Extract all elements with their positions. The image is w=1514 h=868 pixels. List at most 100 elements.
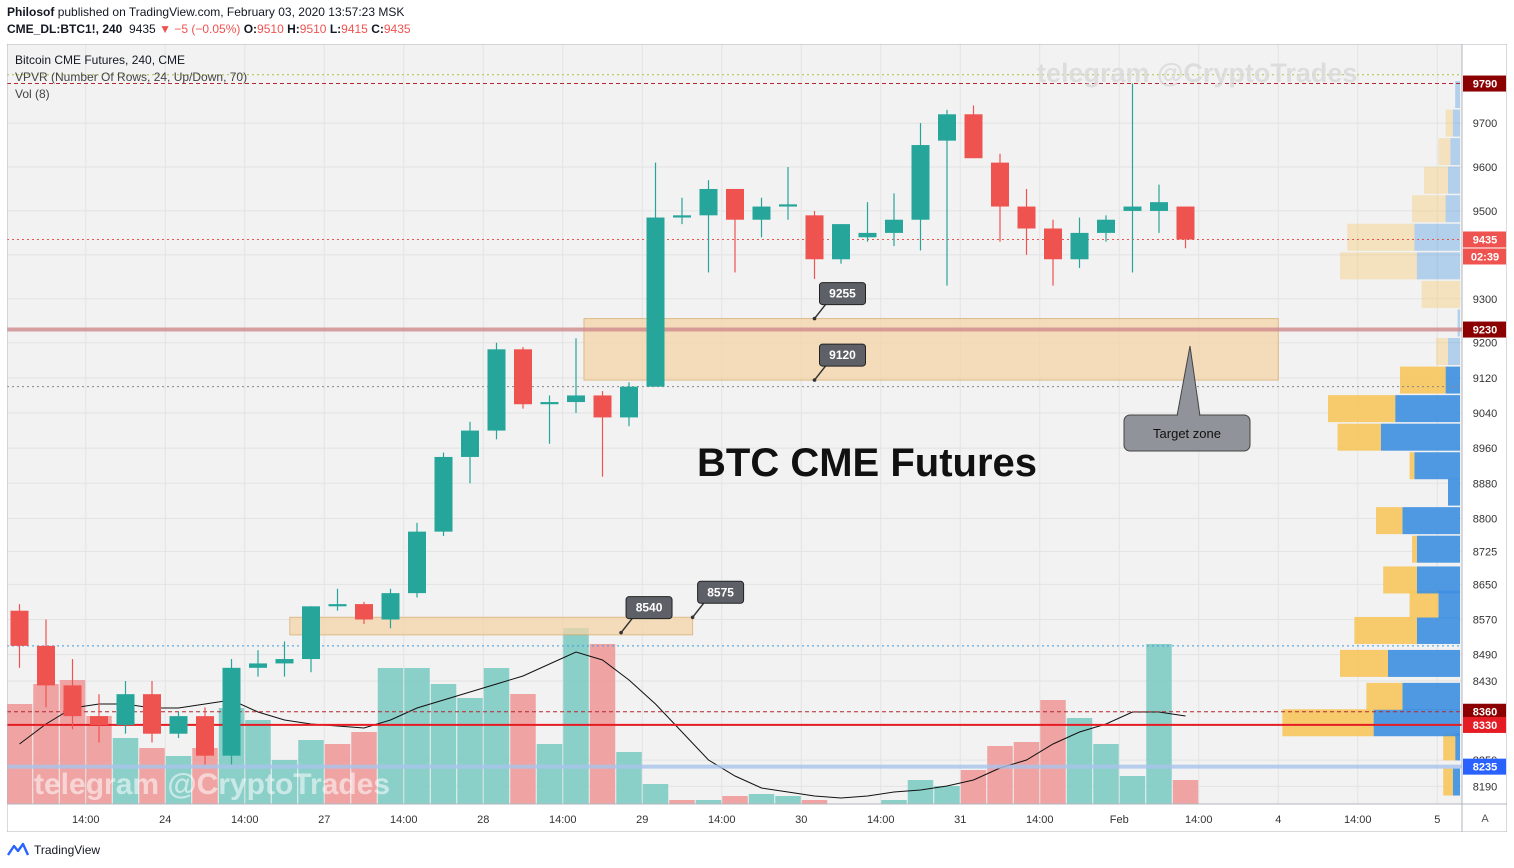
price-tick-label: 9300: [1473, 294, 1497, 306]
price-tick-label: 9700: [1473, 118, 1497, 130]
candle-body: [620, 386, 638, 418]
author-name[interactable]: Philosof: [7, 5, 55, 19]
volume-bar: [907, 780, 934, 804]
vpvr-bar-up: [1328, 395, 1396, 423]
time-tick-label: 14:00: [1344, 814, 1372, 826]
low-label: L:: [329, 22, 342, 36]
candle-body: [302, 606, 320, 660]
volume-bar: [430, 684, 457, 804]
volume-bar: [510, 694, 536, 804]
target-zone-note[interactable]: Target zone: [1123, 345, 1251, 452]
candle-body: [1070, 232, 1089, 260]
vpvr-bar-down: [1452, 768, 1460, 796]
legend-vpvr[interactable]: VPVR (Number Of Rows, 24, Up/Down, 70): [15, 70, 247, 84]
vpvr-bar-down: [1416, 616, 1460, 644]
volume-bar: [483, 668, 510, 804]
candle-body: [911, 145, 930, 220]
price-tick-label: 8960: [1473, 443, 1497, 455]
vpvr-bar-up: [1443, 733, 1456, 761]
open-value: 9510: [257, 22, 284, 36]
time-tick-label: 14:00: [867, 814, 895, 826]
candle-body: [540, 402, 559, 405]
callout-pointer: [692, 602, 705, 618]
price-tick-label: 8880: [1473, 478, 1497, 490]
candle-body: [461, 430, 479, 457]
vpvr-bar-down: [1395, 395, 1460, 423]
time-tick-label: 14:00: [390, 814, 418, 826]
vpvr-bar-down: [1388, 649, 1460, 677]
low-value: 9415: [341, 22, 368, 36]
time-tick-label: 27: [318, 814, 330, 826]
candle-body: [37, 645, 55, 686]
volume-bar: [245, 720, 271, 804]
time-tick-label: 14:00: [72, 814, 100, 826]
zone-box: [289, 616, 694, 636]
candle-body: [699, 188, 718, 216]
callout-box: [819, 282, 866, 306]
vpvr-bar-up: [1409, 590, 1439, 618]
price-tag-bg: [1463, 321, 1506, 338]
volume-bar: [960, 770, 987, 804]
candle-body: [779, 204, 797, 207]
price-axis[interactable]: 8190825083308430849085708650872588008880…: [1473, 118, 1497, 793]
vpvr-bar-up: [1412, 535, 1417, 563]
vpvr-bar-down: [1457, 309, 1460, 337]
vpvr-bar-up: [1337, 423, 1381, 451]
candle-body: [858, 232, 877, 238]
vpvr-bar-down: [1455, 81, 1460, 109]
candle-body: [673, 215, 691, 218]
down-arrow-icon: ▼: [159, 22, 171, 36]
candle-body: [646, 217, 665, 387]
time-tick-label: 14:00: [549, 814, 577, 826]
symbol-label: CME_DL:BTC1!, 240: [7, 22, 123, 36]
price-tick-label: 8570: [1473, 614, 1497, 626]
time-tick-label: Feb: [1110, 814, 1129, 826]
volume-bar: [536, 744, 563, 804]
candle-body: [275, 659, 294, 664]
vpvr-bar-up: [1445, 109, 1453, 137]
candle-body: [434, 456, 453, 532]
candle-body: [169, 716, 188, 734]
legend-series[interactable]: Bitcoin CME Futures, 240, CME: [15, 53, 185, 67]
watermark-top: telegram @CryptoTrades: [1037, 58, 1357, 88]
volume-ma-line: [19, 651, 1186, 799]
high-value: 9510: [299, 22, 327, 36]
publish-info: Philosof published on TradingView.com, F…: [7, 4, 1507, 21]
price-tick-label: 8190: [1473, 781, 1497, 793]
legend-volume[interactable]: Vol (8): [15, 87, 50, 101]
price-tick-label: 9200: [1473, 338, 1497, 350]
brand-name[interactable]: TradingView: [34, 843, 101, 857]
price-change: −5 (−0.05%): [174, 22, 241, 36]
callout-label: 9120: [829, 348, 856, 362]
open-label: O:: [243, 22, 258, 36]
candle-body: [885, 219, 903, 233]
candle-body: [63, 685, 82, 717]
countdown-tag-bg: [1463, 248, 1506, 265]
callout-box: [819, 343, 866, 367]
candle-body: [938, 114, 956, 141]
callout-box: [697, 580, 745, 604]
vpvr-bar-up: [1443, 768, 1453, 796]
candle-body: [832, 224, 850, 260]
candle-body: [328, 604, 347, 607]
volume-bar: [1066, 718, 1093, 804]
vpvr-bar-down: [1448, 478, 1460, 506]
candle-body: [143, 694, 161, 734]
time-tick-label: 24: [159, 814, 171, 826]
time-axis[interactable]: 14:00 24 14:00 27 14:00 28 14:00 29 14:00 30 14:00…: [72, 814, 1440, 826]
volume-bar: [377, 668, 404, 804]
time-tick-label: 31: [954, 814, 966, 826]
volume-bar: [642, 784, 669, 804]
callout-anchor: [812, 378, 817, 382]
candle-body: [116, 694, 135, 725]
time-tick-label: 14:00: [708, 814, 736, 826]
tradingview-logo-icon[interactable]: [6, 842, 30, 858]
vpvr-bar-up: [1366, 682, 1403, 710]
volume-bar: [404, 668, 430, 804]
price-tick-label: 8490: [1473, 650, 1497, 662]
candle-body: [726, 188, 744, 220]
volume-profile: [1282, 81, 1460, 796]
auto-scale-button[interactable]: A: [1481, 813, 1489, 825]
candle-body: [1044, 228, 1062, 260]
